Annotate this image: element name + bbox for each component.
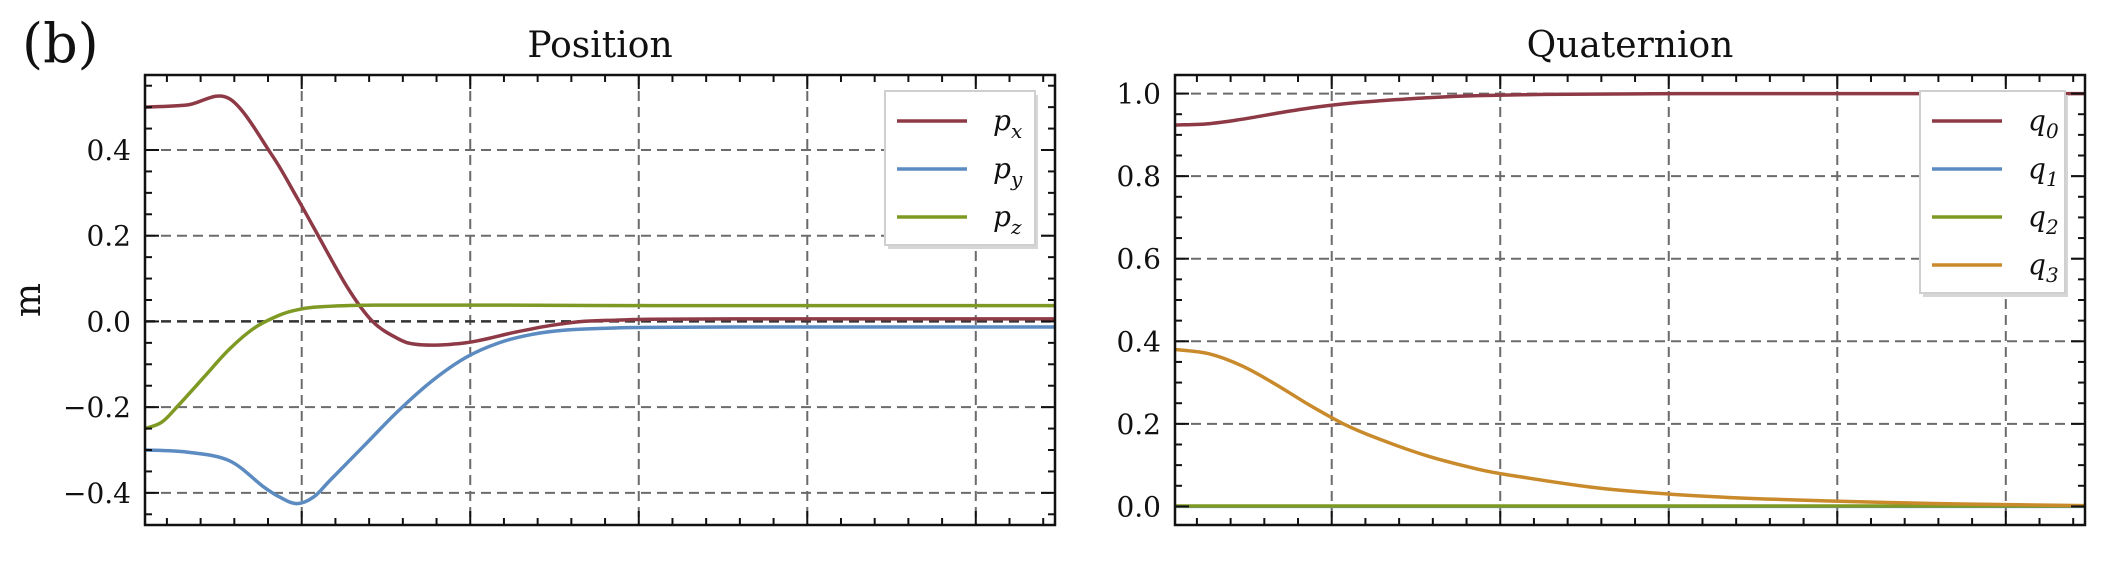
legend-label-px: px: [993, 104, 1022, 143]
position-title: Position: [527, 25, 672, 66]
quaternion-y-tick-labels: 0.0 0.2 0.4 0.6 0.8 1.0: [1116, 78, 1161, 524]
position-y-tick-label: 0.4: [86, 134, 131, 167]
position-legend: px py pz: [884, 90, 1038, 249]
quaternion-y-tick-label: 0.6: [1116, 243, 1161, 276]
legend-label-pz: pz: [993, 200, 1022, 239]
legend-label-q1: q1: [2028, 152, 2059, 191]
quaternion-series: [1175, 91, 2085, 509]
legend-label-q0: q0: [2028, 104, 2059, 143]
quaternion-y-tick-label: 1.0: [1116, 78, 1161, 111]
quaternion-y-tick-label: 0.2: [1116, 408, 1161, 441]
series-line-q0: [1175, 91, 2085, 127]
position-y-tick-label: −0.2: [63, 391, 131, 424]
position-series: [145, 94, 1055, 506]
position-y-axis-label: m: [8, 283, 49, 317]
series-line-q3: [1175, 347, 2085, 508]
panel-label: (b): [22, 12, 99, 75]
legend-label-py: py: [993, 152, 1023, 191]
quaternion-legend: q0 q1 q2 q3: [1919, 90, 2068, 297]
quaternion-ticks: [1175, 75, 2085, 525]
series-line-pz: [145, 303, 1055, 431]
quaternion-y-tick-label: 0.0: [1116, 490, 1161, 523]
position-ticks: [145, 75, 1055, 525]
quaternion-title: Quaternion: [1527, 25, 1734, 66]
quaternion-y-tick-label: 0.4: [1116, 325, 1161, 358]
position-plot: Position m −0.4 −0.2 0.0 0.2 0.4 px py pz: [8, 25, 1057, 527]
legend-label-q2: q2: [2028, 200, 2059, 239]
legend-label-q3: q3: [2028, 248, 2059, 287]
series-line-px: [145, 94, 1055, 347]
position-y-tick-labels: −0.4 −0.2 0.0 0.2 0.4: [63, 134, 131, 510]
position-y-tick-label: 0.2: [86, 220, 131, 253]
quaternion-y-tick-label: 0.8: [1116, 160, 1161, 193]
quaternion-plot: Quaternion 0.0 0.2 0.4 0.6 0.8 1.0 q0 q1 q2 q3: [1116, 25, 2087, 527]
position-y-tick-label: −0.4: [63, 477, 131, 510]
quaternion-legend-box: [1919, 90, 2066, 294]
series-line-py: [145, 325, 1055, 506]
position-y-tick-label: 0.0: [86, 305, 131, 338]
